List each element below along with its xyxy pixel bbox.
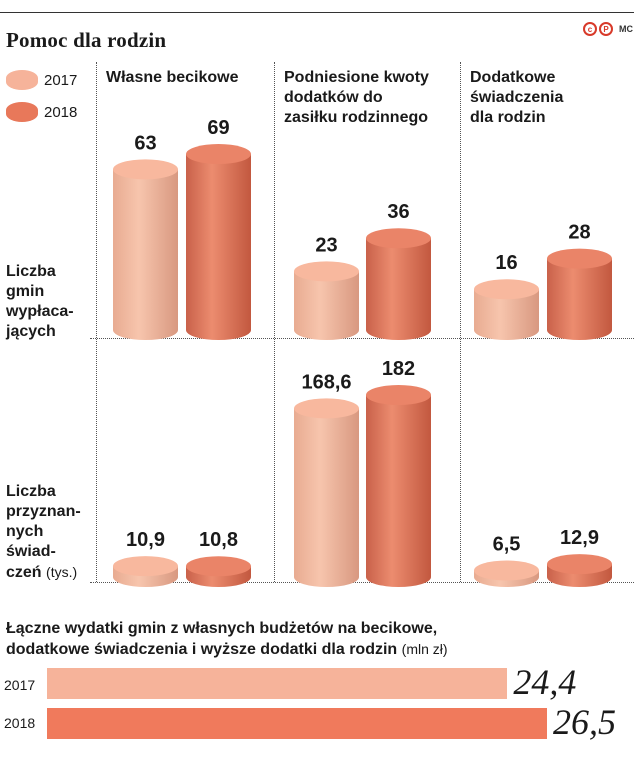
summary-unit: (mln zł) [401,641,448,657]
legend-label-2018: 2018 [44,103,78,121]
cylinder-bar [294,261,359,340]
summary-bar-2018 [47,708,547,739]
cylinder-bar [186,556,251,587]
cylinder-body [474,289,539,340]
cylinder-top [547,554,612,575]
summary-title-line: Łączne wydatki gmin z własnych budżetów … [6,620,438,637]
column-heading-becikowe: Własne becikowe [106,68,239,88]
row-divider [90,582,634,583]
cylinder-top [186,556,251,577]
cylinder-body [366,395,431,587]
cylinder-top [113,556,178,577]
copyright-icon: c [583,22,597,36]
summary-year-2017: 2017 [4,677,36,693]
column-heading-line: Dodatkowe [470,69,556,86]
column-divider [460,62,461,582]
data-label: 28 [568,222,590,244]
row-label-line: wypłaca- [6,303,74,320]
summary-value-2017: 24,4 [513,662,577,702]
cylinder-bar [186,144,251,340]
legend-swatch-2017 [6,70,38,90]
row-label-gminy: Liczba gmin wypłaca- jących [6,262,74,342]
summary-heading: Łączne wydatki gmin z własnych budżetów … [6,618,448,660]
column-heading-line: świadczenia [470,89,564,106]
cylinder-body [366,238,431,340]
cylinder-bar [113,159,178,340]
cylinder-bar [113,556,178,587]
row-label-line: świad- [6,543,56,560]
data-label: 63 [134,132,156,154]
cylinder-body [294,408,359,587]
cylinder-bar [474,279,539,340]
column-divider [96,62,97,582]
legend-swatch-2018 [6,102,38,122]
column-heading-line: Podniesione kwoty [284,69,429,86]
cylinder-top [474,279,539,300]
data-label: 6,5 [493,534,521,556]
cylinder-top [186,144,251,165]
data-label: 23 [315,234,337,256]
legend-2017: 2017 [6,70,77,90]
cylinder-top [474,560,539,581]
cylinder-top [366,385,431,405]
cylinder-top [294,398,359,419]
cylinder-bar [366,228,431,340]
row-label-line: przyznan- [6,503,81,520]
column-heading-dodatki: Podniesione kwoty dodatków do zasiłku ro… [284,68,429,128]
column-heading-line: Własne becikowe [106,69,239,86]
summary-bar-2017 [47,668,508,699]
cylinder-top [547,248,612,269]
data-label: 36 [387,201,409,223]
cylinder-top [366,228,431,249]
cylinder-body [113,169,178,340]
data-label: 182 [382,358,415,380]
cylinder-bar [294,398,359,587]
summary-value-2018: 26,5 [553,702,616,742]
summary-title-line: dodatkowe świadczenia i wyższe dodatki d… [6,641,398,658]
cylinder-bar [474,560,539,587]
row-label-swiadczenia: Liczba przyznan- nych świad- czeń (tys.) [6,482,81,583]
data-label: 16 [495,252,517,274]
data-label: 10,9 [126,529,165,551]
row-label-unit: (tys.) [46,564,78,580]
legend-label-2017: 2017 [44,71,78,89]
row-label-line: gmin [6,283,45,300]
data-label: 168,6 [301,371,351,393]
summary-year-2018: 2018 [4,715,36,731]
column-heading-line: zasiłku rodzinnego [284,109,429,126]
row-label-line: Liczba [6,263,56,280]
row-label-line: nych [6,523,44,540]
column-divider [274,62,275,582]
top-rule [0,12,634,13]
cylinder-body [294,271,359,340]
row-label-line: jących [6,323,56,340]
data-label: 10,8 [199,529,238,551]
author-initials: MC [619,24,633,34]
cylinder-top [294,261,359,282]
row-divider [90,338,634,339]
press-agency-icon: P [599,22,613,36]
page-title: Pomoc dla rodzin [6,28,167,52]
cylinder-body [547,258,612,340]
data-label: 12,9 [560,527,599,549]
column-heading-line: dla rodzin [470,109,546,126]
legend-2018: 2018 [6,102,77,122]
logo: c P MC [583,22,633,36]
data-label: 69 [207,117,229,139]
cylinder-chart: 63 23 16 69 36 28 10,9 168,6 6,5 10,8 182 12,9 [113,117,612,587]
column-heading-line: dodatków do [284,89,383,106]
column-heading-swiadczenia: Dodatkowe świadczenia dla rodzin [470,68,563,128]
cylinder-bar [366,385,431,587]
cylinder-bar [547,554,612,587]
cylinder-top [113,159,178,180]
row-label-line: Liczba [6,483,56,500]
row-label-line: czeń [6,564,42,581]
cylinder-bar [547,248,612,340]
cylinder-body [186,154,251,340]
